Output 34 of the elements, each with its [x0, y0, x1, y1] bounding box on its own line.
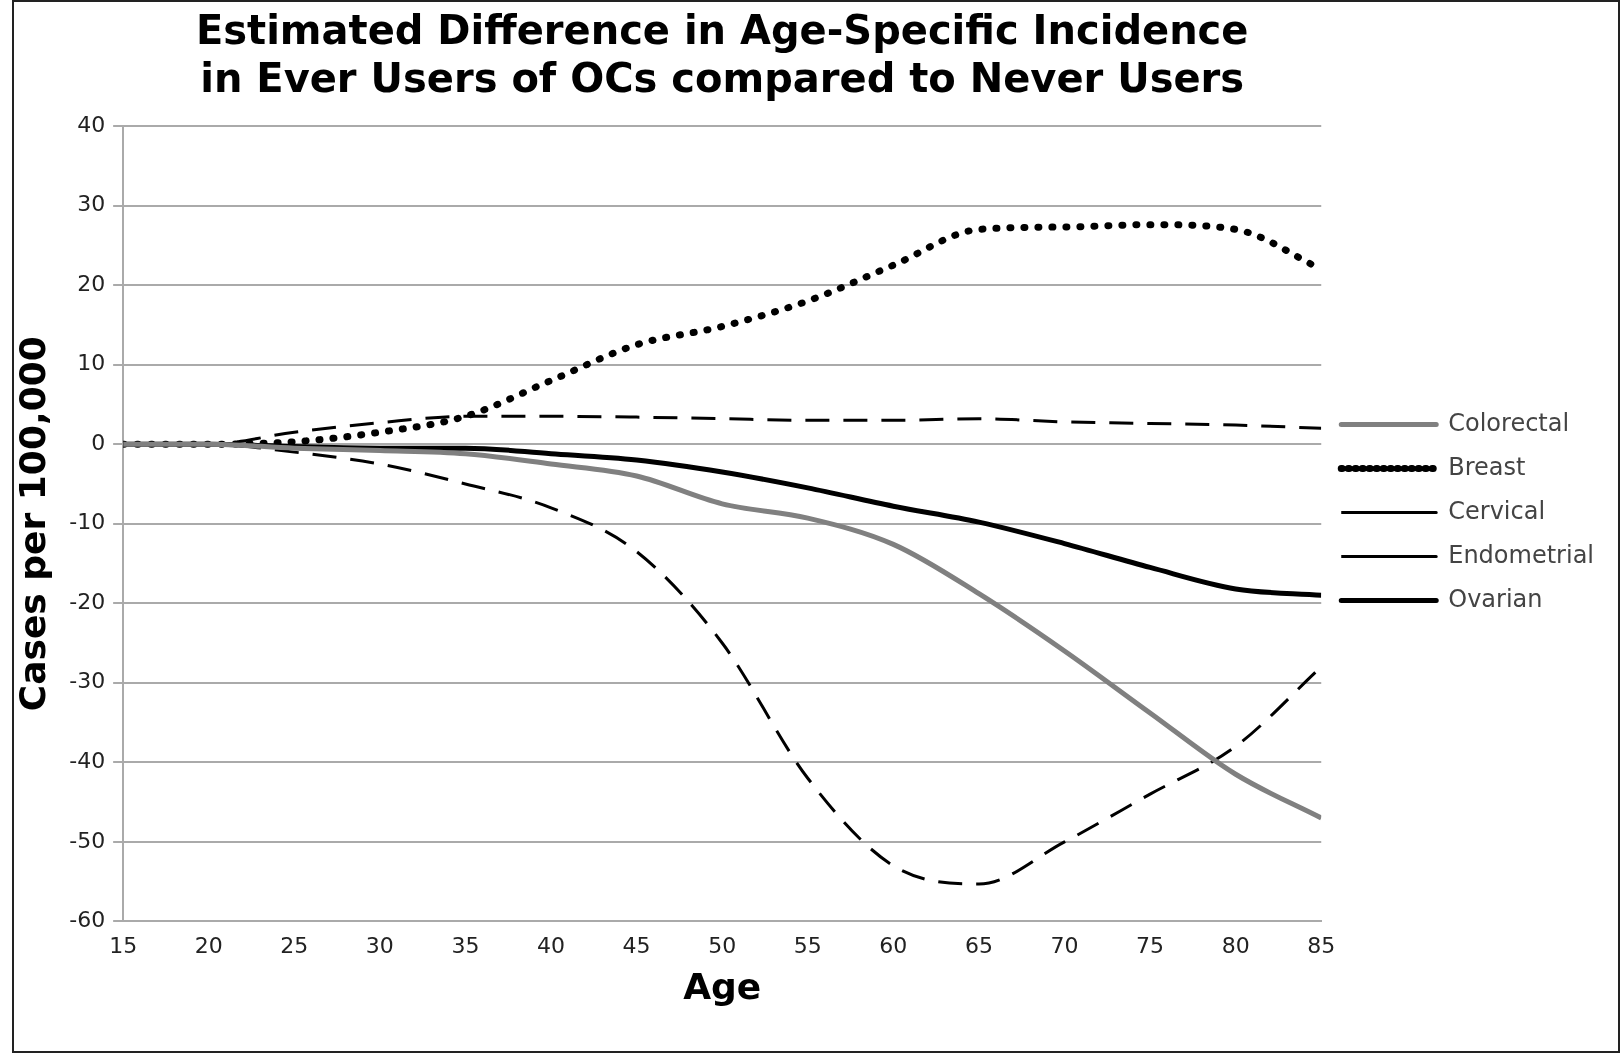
x-axis-title: Age	[683, 965, 762, 1007]
x-tick-label: 25	[280, 933, 309, 959]
legend-label: Colorectal	[1448, 408, 1570, 437]
x-tick-label: 15	[109, 933, 138, 959]
y-tick-label: -40	[69, 748, 106, 774]
y-tick-label: 20	[77, 270, 106, 296]
x-tick-label: 35	[451, 933, 480, 959]
y-axis-title: Cases per 100,000	[11, 336, 53, 712]
legend-label: Breast	[1448, 452, 1526, 481]
x-tick-label: 70	[1050, 933, 1079, 959]
legend-label: Cervical	[1448, 496, 1546, 525]
y-tick-label: -60	[69, 907, 106, 933]
x-tick-label: 30	[365, 933, 394, 959]
x-tick-label: 50	[708, 933, 737, 959]
legend-label: Ovarian	[1448, 584, 1543, 613]
y-tick-label: -10	[69, 509, 106, 535]
y-tick-label: -50	[69, 827, 106, 853]
chart-title: Estimated Difference in Age-Specific Incidence in Ever Users of OCs compared to Never Users	[195, 7, 1249, 102]
x-tick-label: 40	[537, 933, 566, 959]
x-tick-label: 65	[964, 933, 993, 959]
x-tick-label: 80	[1221, 933, 1250, 959]
x-tick-label: 55	[793, 933, 822, 959]
y-tick-label: 10	[77, 350, 106, 376]
x-tick-label: 60	[879, 933, 908, 959]
x-tick-label: 45	[622, 933, 651, 959]
legend-label: Endometrial	[1448, 540, 1595, 569]
x-tick-label: 85	[1307, 933, 1336, 959]
x-tick-label: 20	[194, 933, 223, 959]
y-tick-label: -30	[69, 668, 106, 694]
y-tick-label: 40	[77, 111, 106, 137]
y-tick-label: 30	[77, 191, 106, 217]
x-tick-label: 75	[1136, 933, 1165, 959]
y-tick-label: -20	[69, 588, 106, 614]
y-tick-label: 0	[91, 429, 106, 455]
